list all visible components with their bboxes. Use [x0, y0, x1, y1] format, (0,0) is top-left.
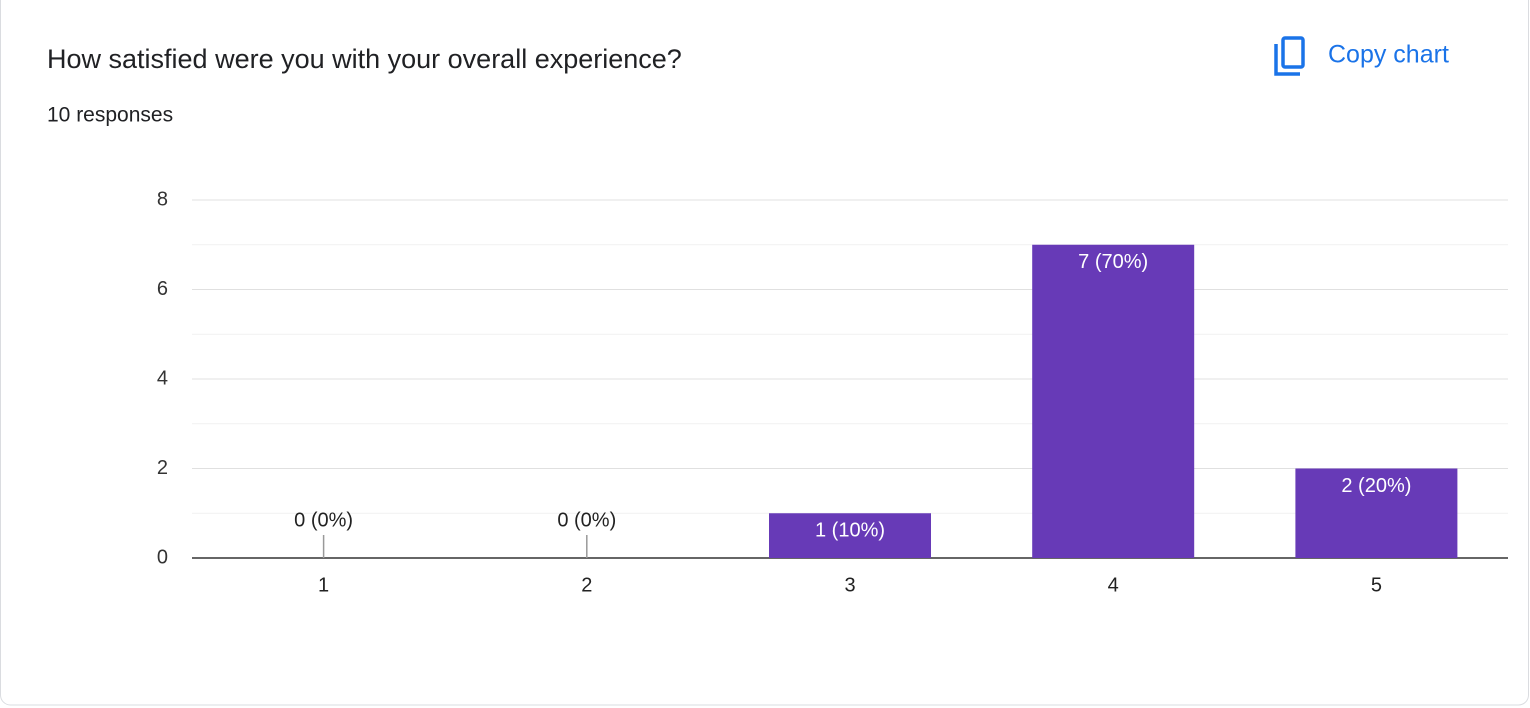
bar	[1032, 244, 1195, 558]
copy-chart-label[interactable]: Copy chart	[1328, 41, 1449, 69]
value-label: 7 (70%)	[1078, 251, 1148, 273]
bar	[769, 513, 931, 558]
copy-chart-button[interactable]: Copy chart	[1260, 30, 1490, 82]
value-label: 2 (20%)	[1341, 475, 1411, 497]
value-label: 1 (10%)	[815, 520, 885, 542]
bar	[1295, 468, 1458, 558]
x-tick-label: 2	[581, 574, 592, 596]
y-tick-label: 2	[157, 457, 168, 479]
x-tick-label: 3	[844, 574, 855, 596]
value-label: 0 (0%)	[557, 509, 616, 531]
copy-icon	[1281, 36, 1305, 69]
y-tick-label: 0	[157, 546, 168, 568]
chart-title: How satisfied were you with your overall…	[47, 44, 682, 74]
x-tick-label: 5	[1371, 574, 1382, 596]
y-tick-label: 4	[157, 367, 168, 389]
y-tick-label: 6	[157, 278, 168, 300]
copy-icon	[1274, 44, 1300, 76]
y-tick-label: 8	[157, 188, 168, 210]
x-tick-label: 1	[318, 574, 329, 596]
value-label: 0 (0%)	[294, 509, 353, 531]
x-tick-label: 4	[1108, 574, 1119, 596]
chart-subtitle: 10 responses	[47, 104, 173, 127]
